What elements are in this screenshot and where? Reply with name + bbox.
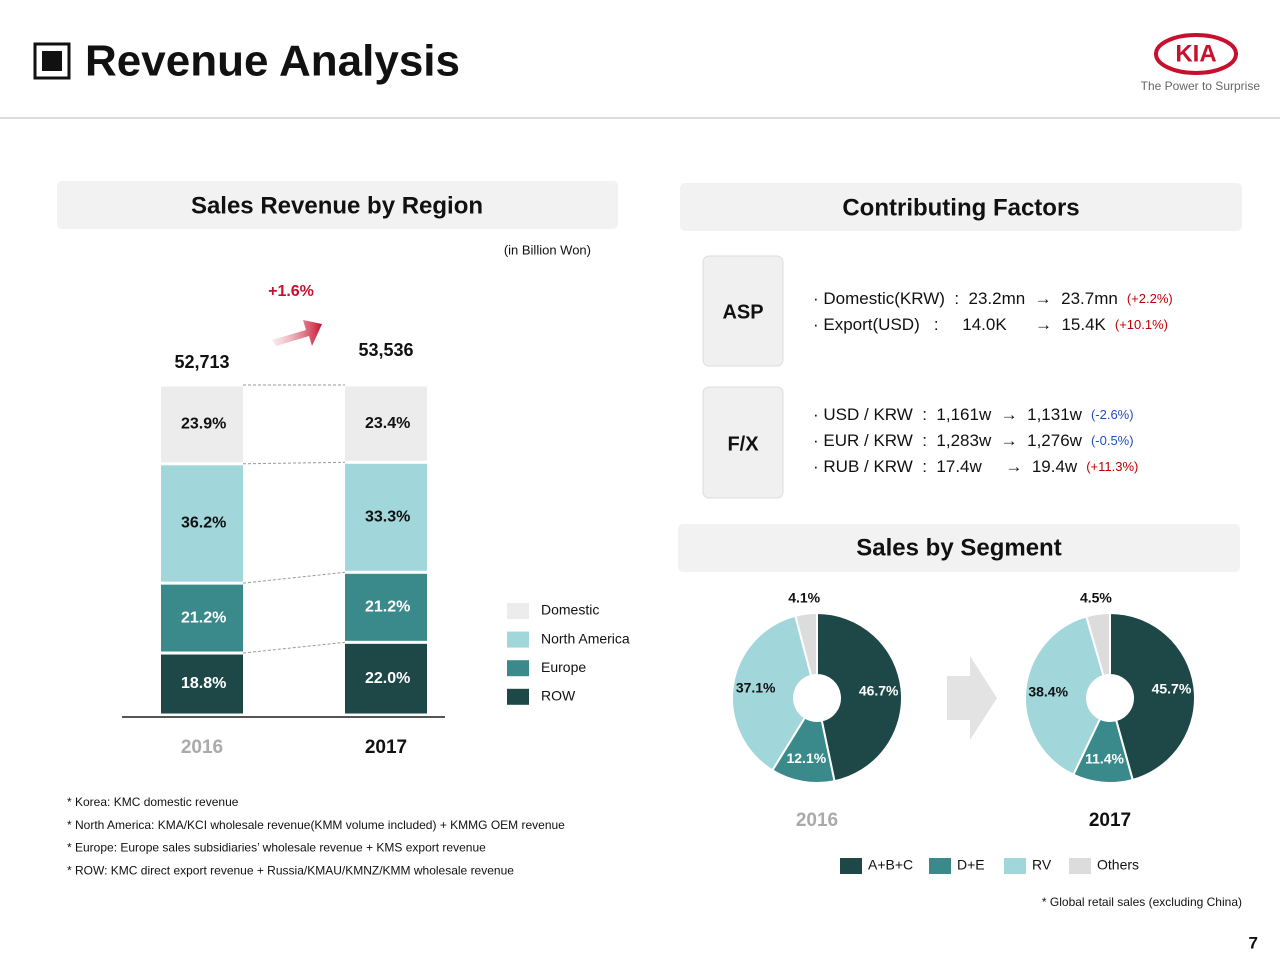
category-label: 2017 (365, 737, 407, 758)
factor-line: · Domestic(KRW) : 23.2mn → 23.7mn (+2.2%) (813, 289, 1173, 308)
logo: KIA (1175, 40, 1216, 67)
donut-slice (1024, 615, 1105, 777)
growth-annotation: +1.6% (268, 283, 314, 300)
legend-label: RV (1032, 857, 1052, 873)
transition-arrow (947, 656, 997, 740)
value-label: 23.4% (365, 415, 410, 432)
value-label: 21.2% (365, 599, 410, 616)
legend-swatch (507, 603, 529, 619)
value-label: 12.1% (786, 750, 826, 766)
footnote: * Korea: KMC domestic revenue (67, 795, 239, 809)
category-label: 2016 (181, 737, 223, 758)
legend-label: Europe (541, 659, 586, 675)
value-label: 38.4% (1028, 684, 1068, 700)
factor-change: (-0.5%) (1091, 433, 1134, 448)
title-icon (33, 42, 71, 80)
factor-box (702, 255, 784, 367)
factor-text: · RUB / KRW : 17.4w → 19.4w (813, 457, 1078, 476)
factor-line: · EUR / KRW : 1,283w → 1,276w (-0.5%) (813, 431, 1134, 450)
factor-change: (+2.2%) (1127, 291, 1173, 306)
panel-title: Contributing Factors (842, 194, 1079, 221)
bar-segment (161, 465, 243, 582)
value-label: 22.0% (365, 670, 410, 687)
value-label: 37.1% (736, 680, 776, 696)
factor-change: (+11.3%) (1086, 459, 1138, 474)
value-label: 4.5% (1080, 590, 1112, 606)
tagline: The Power to Surprise (1141, 79, 1261, 93)
legend-swatch (1004, 858, 1026, 874)
panel-header (680, 183, 1242, 231)
factor-label: F/X (727, 433, 759, 455)
connector (242, 461, 346, 465)
total-label: 52,713 (174, 352, 229, 372)
panel-title: Sales by Segment (856, 534, 1061, 561)
value-label: 11.4% (1085, 750, 1124, 766)
growth-arrow (272, 320, 322, 346)
donut-slice (1085, 611, 1111, 678)
value-label: 23.9% (181, 416, 226, 433)
legend-label: A+B+C (868, 857, 913, 873)
legend-swatch (929, 858, 951, 874)
factor-change: (-2.6%) (1091, 407, 1134, 422)
factor-text: · Export(USD) : 14.0K → 15.4K (813, 315, 1107, 334)
title-icon-inner (42, 51, 62, 71)
legend-label: Others (1097, 857, 1139, 873)
value-label: 36.2% (181, 515, 226, 532)
legend-swatch (507, 631, 529, 648)
factor-line: · Export(USD) : 14.0K → 15.4K (+10.1%) (813, 315, 1168, 334)
value-label: 33.3% (365, 509, 410, 526)
value-label: 18.8% (181, 675, 226, 692)
factor-line: · RUB / KRW : 17.4w → 19.4w (+11.3%) (813, 457, 1138, 476)
legend-swatch (507, 688, 529, 705)
footnote: * North America: KMA/KCI wholesale reven… (67, 818, 565, 832)
bar-segment (345, 643, 427, 714)
legend-label: North America (541, 630, 630, 646)
panel-title: Sales Revenue by Region (191, 192, 483, 219)
bar-segment (161, 584, 243, 652)
donut-slice (816, 611, 903, 783)
bar-segment (345, 386, 427, 461)
value-label: 46.7% (859, 682, 899, 698)
factor-change: (+10.1%) (1115, 317, 1168, 332)
legend-swatch (840, 858, 862, 874)
bar-segment (345, 573, 427, 641)
donut-slice (1109, 611, 1196, 782)
factor-label: ASP (722, 301, 763, 323)
legend-label: Domestic (541, 602, 599, 618)
footnote: * Europe: Europe sales subsidiaries’ who… (67, 841, 486, 855)
panel-header (678, 524, 1240, 572)
value-label: 45.7% (1152, 680, 1192, 696)
donut-slice (794, 611, 818, 677)
factor-text: · USD / KRW : 1,161w → 1,131w (813, 405, 1083, 424)
connector (242, 641, 346, 654)
page-number: 7 (1249, 933, 1258, 952)
panel-header (57, 181, 618, 229)
factor-line: · USD / KRW : 1,161w → 1,131w (-2.6%) (813, 405, 1134, 424)
page-title: Revenue Analysis (85, 37, 460, 86)
factor-text: · Domestic(KRW) : 23.2mn → 23.7mn (813, 289, 1118, 308)
footnote: * ROW: KMC direct export revenue + Russi… (67, 863, 514, 877)
legend-label: ROW (541, 688, 576, 704)
year-label: 2016 (796, 810, 838, 831)
year-label: 2017 (1089, 810, 1131, 831)
legend-label: D+E (957, 857, 985, 873)
bar-segment (345, 463, 427, 571)
connector (242, 571, 346, 584)
legend-swatch (507, 660, 529, 677)
value-label: 4.1% (788, 590, 820, 606)
factor-text: · EUR / KRW : 1,283w → 1,276w (813, 431, 1083, 450)
bar-segment (161, 654, 243, 714)
legend-swatch (1069, 858, 1091, 874)
logo-ring (1154, 33, 1238, 75)
factor-box (702, 386, 784, 499)
unit-label: (in Billion Won) (504, 242, 591, 257)
note: * Global retail sales (excluding China) (1042, 895, 1242, 909)
donut-slice (731, 614, 813, 772)
total-label: 53,536 (358, 340, 413, 360)
value-label: 21.2% (181, 609, 226, 626)
bar-segment (161, 386, 243, 463)
